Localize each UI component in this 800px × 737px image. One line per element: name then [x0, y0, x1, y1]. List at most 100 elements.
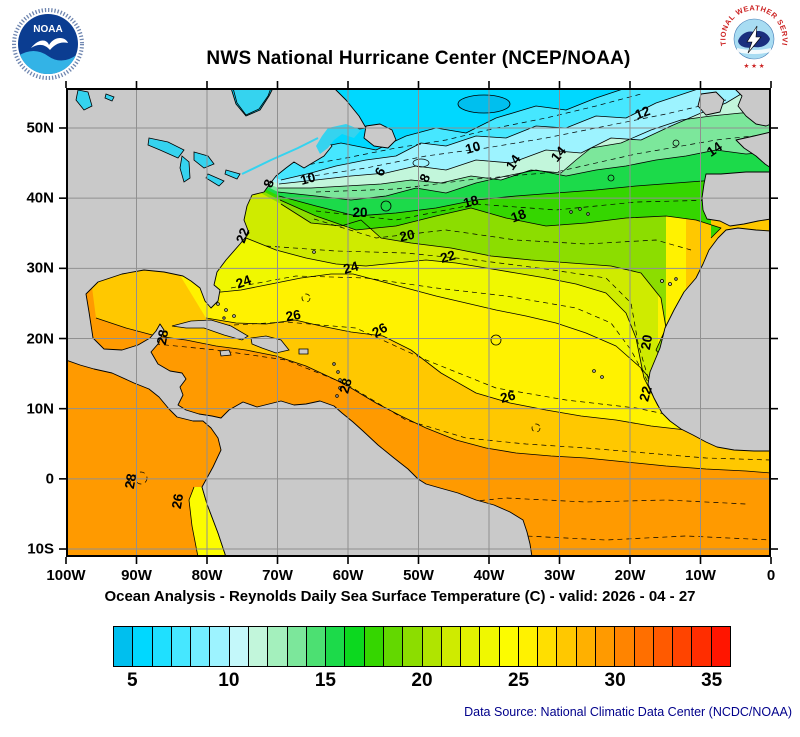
colorbar-segment [132, 627, 152, 666]
colorbar-segment [460, 627, 480, 666]
nws-logo-icon: NATIONAL WEATHER SERVICE ★ ★ ★ [718, 3, 789, 73]
contour-label: 18 [509, 206, 529, 225]
contour-label: 22 [439, 247, 457, 265]
contour-label: 10 [299, 169, 317, 187]
contour-label: 28 [336, 376, 355, 395]
data-source-text: Data Source: National Climatic Data Cent… [464, 705, 792, 719]
colorbar-tick-label: 35 [701, 670, 723, 691]
contour-label: 26 [499, 387, 518, 406]
y-tick-label: 50N [26, 119, 54, 137]
x-tick-label: 80W [191, 567, 223, 584]
x-tick-label: 90W [121, 567, 152, 584]
colorbar-segment [691, 627, 711, 666]
colorbar-segment [247, 627, 268, 666]
island-jamaica [219, 349, 232, 357]
colorbar-segment [151, 627, 171, 666]
contour-label: 18 [462, 192, 481, 211]
contour-label: 28 [122, 472, 139, 490]
nws-logo-stars: ★ ★ ★ [743, 63, 764, 70]
page-title: NWS National Hurricane Center (NCEP/NOAA… [206, 48, 631, 69]
colorbar-segment [633, 627, 653, 666]
contour-label: 20 [398, 227, 416, 245]
lake-ontario [224, 169, 241, 180]
contour-label: 26 [369, 320, 390, 341]
pacific-band [66, 360, 226, 557]
colorbar-segment [537, 627, 557, 666]
x-tick-label: 60W [332, 567, 364, 584]
landmass-europe-africa [647, 88, 771, 452]
colorbar-segment [305, 627, 326, 666]
island-hispaniola [250, 335, 290, 354]
colorbar-segment [421, 627, 441, 666]
y-tick-label: 30N [26, 259, 54, 277]
x-tick-label: 0 [766, 567, 776, 584]
contour-label: 28 [154, 328, 171, 346]
colorbar-tick-label: 20 [411, 670, 433, 691]
y-tick-label: 0 [45, 470, 54, 488]
contour-label: 26 [169, 492, 186, 510]
contour-label: 24 [234, 272, 254, 291]
contour-label: 20 [352, 205, 367, 220]
cold-pool [458, 95, 510, 113]
colorbar-segment [190, 627, 210, 666]
contour-label: 12 [633, 103, 652, 122]
lake-superior [147, 137, 185, 159]
sst-map: 8 10 6 8 10 14 14 12 14 18 18 20 20 22 22 24 24 26 26 28 28 2… [26, 81, 778, 584]
colorbar-segment [517, 627, 538, 666]
contour-label: 22 [636, 385, 654, 403]
colorbar-segment [344, 627, 364, 666]
colorbar-segment [382, 627, 403, 666]
lake-huron [193, 151, 215, 169]
colorbar-segment [209, 627, 229, 666]
island-bermuda [312, 250, 316, 254]
colorbar-tick-label: 25 [507, 670, 530, 691]
colorbar-segment [595, 627, 615, 666]
colorbar-segment [267, 627, 287, 666]
colorbar-labels: 5 10 15 20 25 30 35 [113, 670, 731, 694]
colorbar-segment [228, 627, 248, 666]
x-tick-label: 30W [544, 567, 575, 584]
landmass-iberia [701, 171, 771, 227]
colorbar-segment [575, 627, 596, 666]
graticule [66, 88, 771, 557]
lake-michigan [179, 155, 191, 183]
colorbar-segment [672, 627, 692, 666]
colorbar-segment [170, 627, 191, 666]
isotherm-lines [95, 88, 771, 474]
colorbar-segment [556, 627, 576, 666]
x-tick-label: 100W [46, 567, 86, 584]
contour-label: 20 [638, 334, 655, 351]
islands [127, 207, 678, 484]
island-galapagos [127, 480, 131, 484]
island-cuba [171, 319, 249, 341]
colorbar-tick-label: 30 [604, 670, 626, 691]
y-tick-label: 20N [26, 330, 54, 347]
noaa-logo-icon: NOAA [10, 6, 86, 82]
landmass-newfoundland [363, 123, 397, 149]
st-lawrence-river [241, 137, 319, 175]
colorbar-segment [479, 627, 499, 666]
x-tick-label: 50W [403, 567, 434, 584]
x-tick-label: 20W [614, 567, 646, 584]
landmass-ireland [697, 91, 725, 116]
contour-label: 24 [342, 258, 361, 277]
colorbar-segment [440, 627, 461, 666]
colorbar-tick-label: 10 [218, 670, 240, 691]
x-tick-label: 10W [685, 567, 716, 584]
y-tick-label: 10N [26, 400, 54, 418]
lakes [75, 88, 361, 187]
landmass-britain [733, 88, 771, 127]
axis-tick-marks [59, 81, 778, 564]
island-puerto-rico [298, 348, 309, 355]
x-tick-label: 40W [473, 567, 505, 584]
contour-label: 10 [464, 138, 482, 156]
gulf-of-st-lawrence [316, 124, 361, 154]
colorbar-tick-label: 5 [127, 670, 138, 691]
x-tick-label: 70W [262, 567, 293, 584]
contour-label: 26 [285, 307, 303, 324]
hudson-bay [232, 88, 272, 116]
colorbar-segment [614, 627, 634, 666]
colorbar-segment [652, 627, 673, 666]
